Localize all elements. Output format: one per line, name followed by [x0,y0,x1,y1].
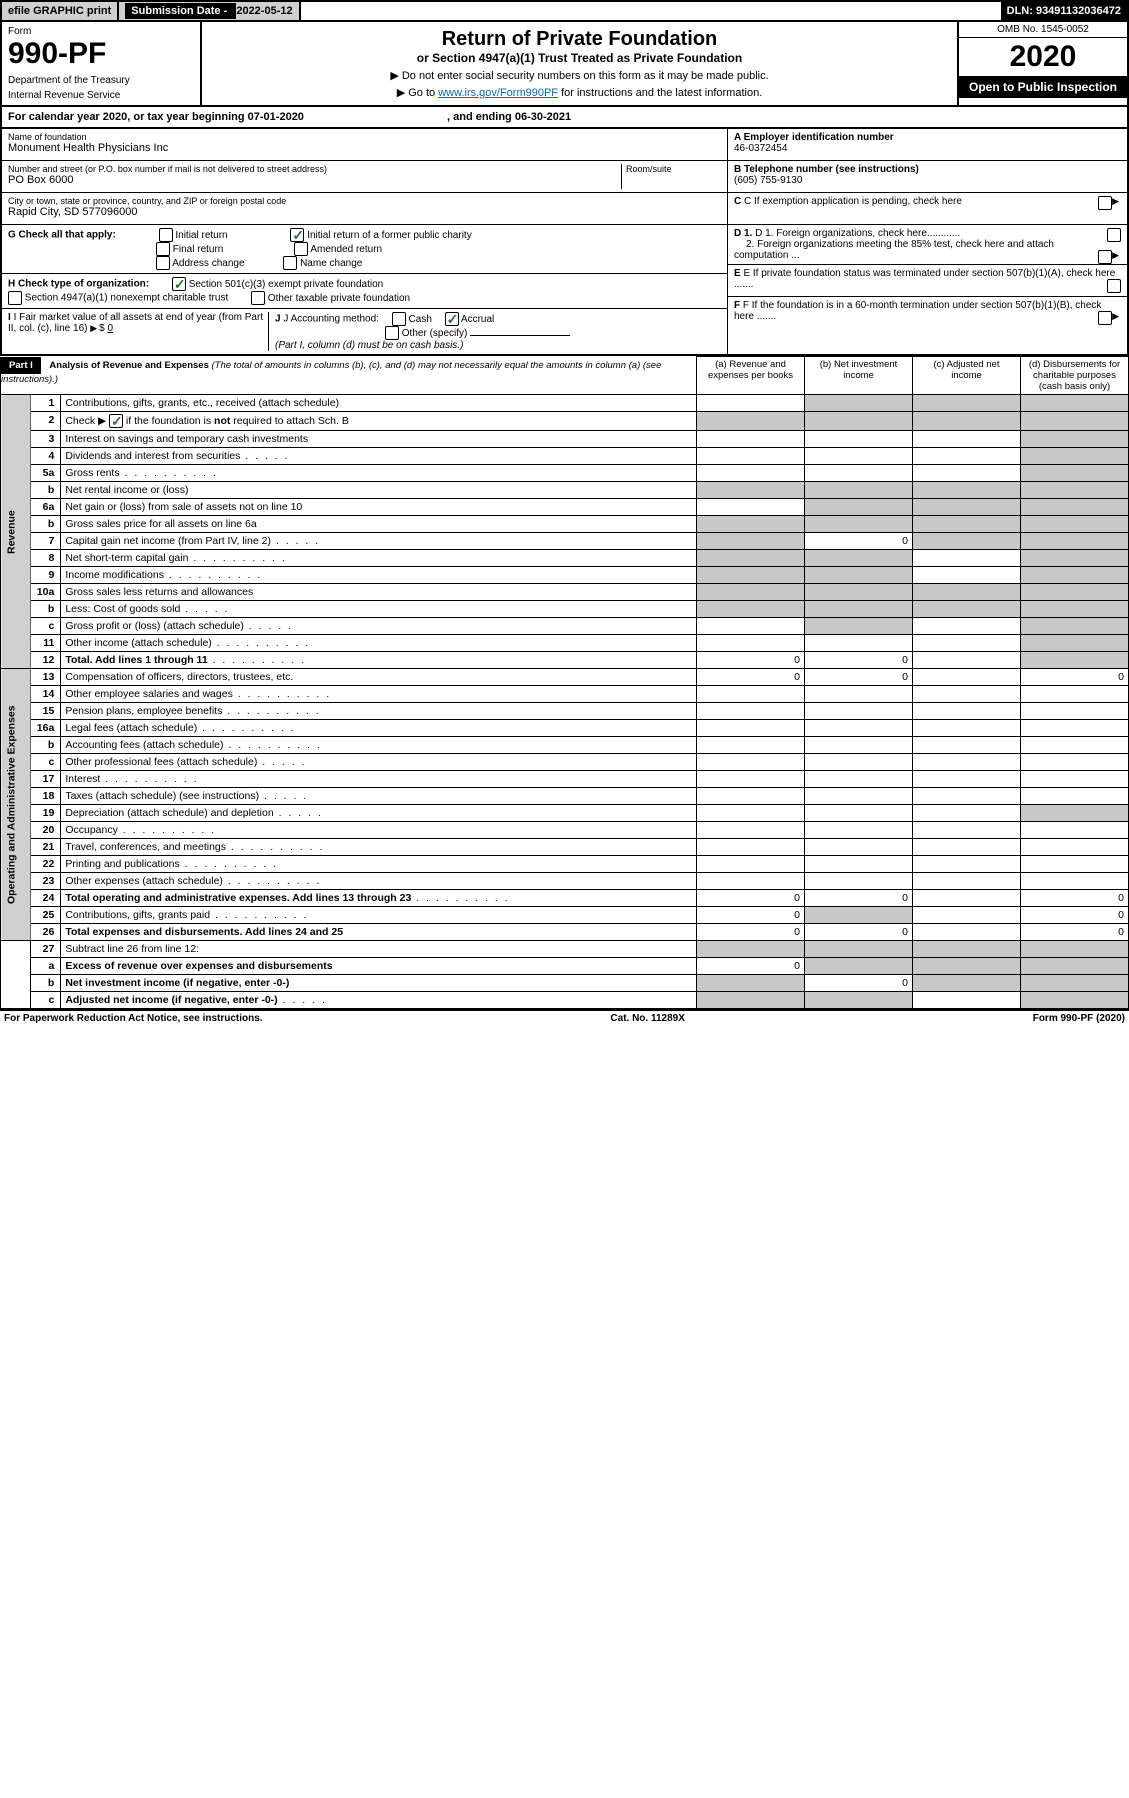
col-d-header: (d) Disbursements for charitable purpose… [1021,357,1129,395]
calendar-year-row: For calendar year 2020, or tax year begi… [0,107,1129,129]
d-row: D 1. D 1. Foreign organizations, check h… [728,225,1127,265]
form-header: Form 990-PF Department of the Treasury I… [0,22,1129,107]
form-label: Form [8,26,194,37]
city-row: City or town, state or province, country… [2,193,727,225]
dln: DLN: 93491132036472 [1001,2,1127,20]
part1-table: Part I Analysis of Revenue and Expenses … [0,356,1129,1009]
chk-d2[interactable] [1098,250,1112,264]
col-c-header: (c) Adjusted net income [913,357,1021,395]
chk-other-method[interactable] [385,326,399,340]
chk-501c3[interactable] [172,277,186,291]
year-end: 06-30-2021 [515,111,571,123]
ein-row: A Employer identification number 46-0372… [728,129,1127,161]
chk-4947[interactable] [8,291,22,305]
form-title: Return of Private Foundation [208,28,951,51]
g-check-row: G Check all that apply: Initial return I… [2,225,727,274]
col-b-header: (b) Net investment income [805,357,913,395]
chk-c[interactable] [1098,196,1112,210]
submission-date: Submission Date - 2022-05-12 [119,2,300,20]
form-id-block: Form 990-PF Department of the Treasury I… [2,22,202,105]
chk-accrual[interactable] [445,312,459,326]
sub-date-label: Submission Date - [125,3,236,19]
top-bar: efile GRAPHIC print Submission Date - 20… [0,0,1129,22]
footer-left: For Paperwork Reduction Act Notice, see … [4,1013,263,1024]
form-number: 990-PF [8,37,194,71]
year-begin: 07-01-2020 [248,111,304,123]
i-j-row: I I Fair market value of all assets at e… [2,309,727,354]
chk-initial-former[interactable] [290,228,304,242]
phone-row: B Telephone number (see instructions) (6… [728,161,1127,193]
expenses-label: Operating and Administrative Expenses [1,669,31,941]
footer-right: Form 990-PF (2020) [1033,1013,1125,1024]
form-title-block: Return of Private Foundation or Section … [202,22,957,105]
f-row: F F If the foundation is in a 60-month t… [728,297,1127,329]
omb-number: OMB No. 1545-0052 [959,22,1127,38]
c-row: C C If exemption application is pending,… [728,193,1127,225]
chk-initial-return[interactable] [159,228,173,242]
irs-link[interactable]: www.irs.gov/Form990PF [438,87,558,99]
dept-irs: Internal Revenue Service [8,90,194,101]
chk-d1[interactable] [1107,228,1121,242]
efile-print[interactable]: efile GRAPHIC print [2,2,119,20]
year-block: OMB No. 1545-0052 2020 Open to Public In… [957,22,1127,105]
fmv-value: 0 [108,323,114,334]
revenue-label: Revenue [1,395,31,669]
form-subtitle: or Section 4947(a)(1) Trust Treated as P… [208,51,951,65]
chk-name-change[interactable] [283,256,297,270]
chk-address-change[interactable] [156,256,170,270]
entity-info-block: Name of foundation Monument Health Physi… [0,129,1129,356]
chk-f[interactable] [1098,311,1112,325]
address: PO Box 6000 [8,174,621,186]
h-check-row: H Check type of organization: Section 50… [2,274,727,309]
link-note: ▶ Go to www.irs.gov/Form990PF for instru… [208,86,951,99]
chk-cash[interactable] [392,312,406,326]
foundation-name-row: Name of foundation Monument Health Physi… [2,129,727,161]
chk-final-return[interactable] [156,242,170,256]
tax-year: 2020 [959,38,1127,76]
room-label: Room/suite [626,164,721,174]
chk-amended[interactable] [294,242,308,256]
chk-schB[interactable] [109,414,123,428]
sub-date-value: 2022-05-12 [236,5,292,17]
chk-e[interactable] [1107,279,1121,293]
ssn-note: ▶ Do not enter social security numbers o… [208,69,951,82]
chk-other-taxable[interactable] [251,291,265,305]
address-row: Number and street (or P.O. box number if… [2,161,727,193]
ein-value: 46-0372454 [734,143,787,154]
dept-treasury: Department of the Treasury [8,75,194,86]
phone-value: (605) 755-9130 [734,175,802,186]
e-row: E E If private foundation status was ter… [728,265,1127,297]
part1-label: Part I [1,357,41,374]
col-a-header: (a) Revenue and expenses per books [697,357,805,395]
foundation-name: Monument Health Physicians Inc [8,142,721,154]
open-public: Open to Public Inspection [959,76,1127,98]
city-state-zip: Rapid City, SD 577096000 [8,206,721,218]
footer-mid: Cat. No. 11289X [610,1013,684,1024]
page-footer: For Paperwork Reduction Act Notice, see … [0,1009,1129,1026]
